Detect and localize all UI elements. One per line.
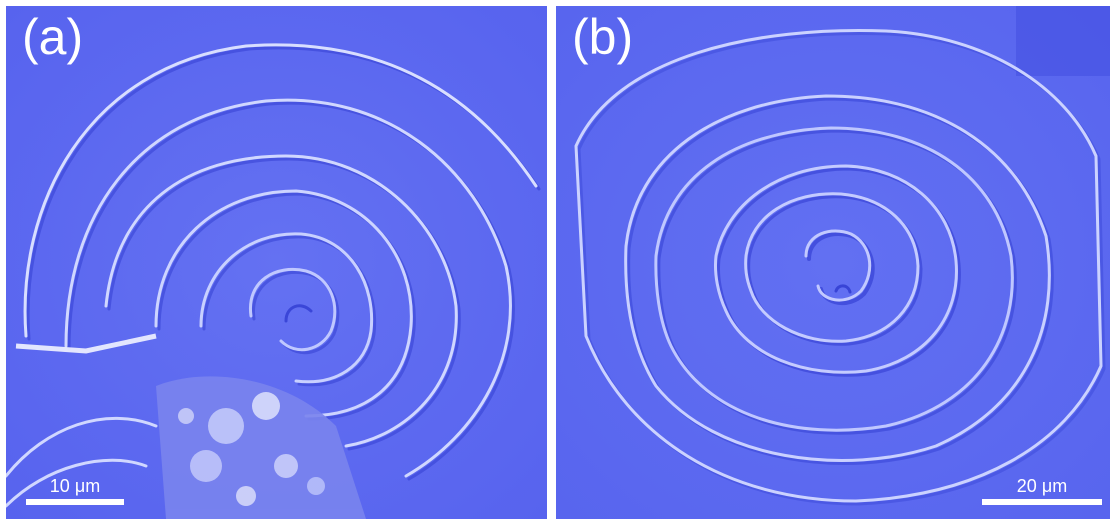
scale-bar-label-a: 10 μm bbox=[49, 476, 101, 496]
scale-bar-a: 10 μm bbox=[26, 477, 124, 505]
micrograph-panel-b: (b) 20 μm bbox=[556, 6, 1110, 519]
scale-bar-b: 20 μm bbox=[982, 477, 1102, 505]
scale-bar-line-a bbox=[26, 499, 124, 505]
micrograph-panel-a: (a) 10 μm bbox=[6, 6, 547, 519]
panel-label-b: (b) bbox=[572, 9, 634, 65]
scale-bar-line-b bbox=[982, 499, 1102, 505]
scale-bar-label-b: 20 μm bbox=[1016, 476, 1068, 496]
spiral-growth-image-a bbox=[6, 6, 547, 519]
panel-label-a: (a) bbox=[22, 9, 84, 65]
spiral-growth-image-b bbox=[556, 6, 1110, 519]
